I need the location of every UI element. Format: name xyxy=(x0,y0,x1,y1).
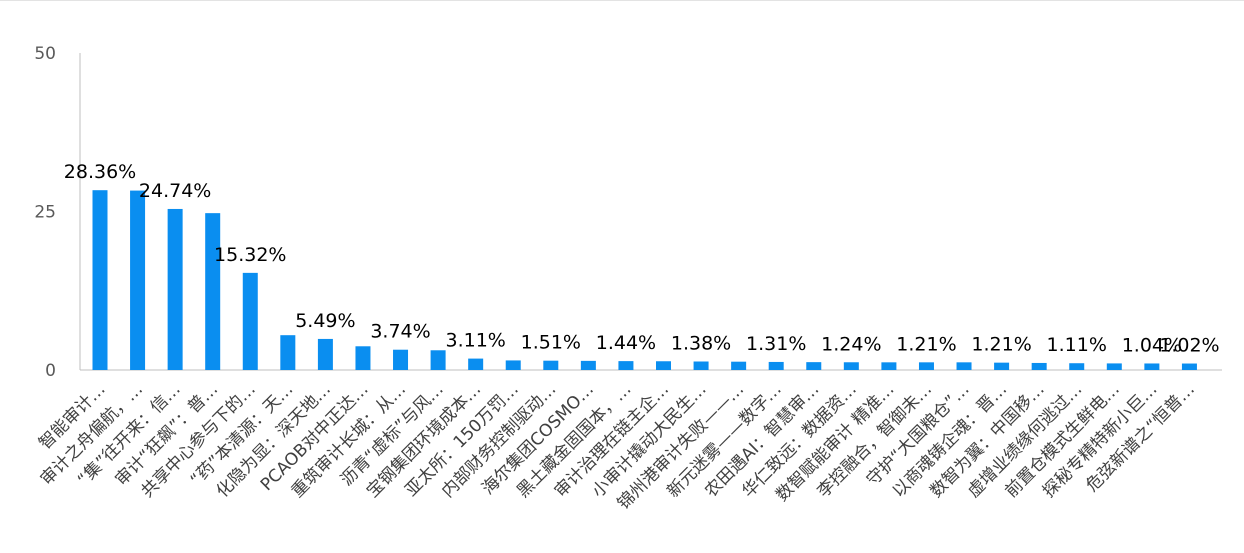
bar xyxy=(317,338,333,370)
data-label: 1.24% xyxy=(821,333,881,355)
y-tick-label: 25 xyxy=(34,203,56,223)
bar xyxy=(956,362,972,370)
bar xyxy=(580,360,596,370)
data-label: 1.38% xyxy=(671,333,731,355)
bar xyxy=(167,208,183,370)
x-tick-labels: 智能审计…审计之舟偏航，…“集”往开来：信…审计“狂飙”：普…共享中心参与下的…… xyxy=(35,379,1199,513)
bar xyxy=(994,362,1010,370)
bar xyxy=(768,361,784,370)
bar xyxy=(393,349,409,370)
bar xyxy=(1144,363,1160,370)
bar xyxy=(505,360,521,370)
data-label: 15.32% xyxy=(214,244,286,266)
y-tick-label: 0 xyxy=(45,361,56,381)
bar xyxy=(1069,363,1085,370)
data-label: 1.21% xyxy=(971,334,1031,356)
bar xyxy=(92,190,108,370)
bar xyxy=(693,361,709,370)
data-label: 24.74% xyxy=(139,180,211,202)
data-label: 3.74% xyxy=(370,321,430,343)
bar xyxy=(1181,363,1197,370)
bar xyxy=(242,272,258,370)
data-label: 5.49% xyxy=(295,310,355,332)
data-label: 1.11% xyxy=(1047,334,1107,356)
bar xyxy=(731,361,747,370)
bar xyxy=(881,362,897,370)
bar xyxy=(618,361,634,370)
y-tick-labels: 0 25 50 xyxy=(34,44,56,381)
data-label: 1.51% xyxy=(521,332,581,354)
data-label: 1.04% xyxy=(1122,334,1182,356)
data-label: 1.44% xyxy=(596,332,656,354)
bar xyxy=(543,360,559,370)
bar xyxy=(918,362,934,370)
data-label: 1.21% xyxy=(896,333,956,355)
data-labels: 28.36%24.74% 15.32% 5.49% 3.74% 3.11% 1.51% 1.… xyxy=(64,161,1220,356)
bar xyxy=(130,190,146,370)
data-label: 3.11% xyxy=(445,330,505,352)
bar xyxy=(355,346,371,370)
bar xyxy=(430,350,446,370)
data-label: 1.02% xyxy=(1159,335,1219,357)
bar xyxy=(1106,363,1122,370)
bar xyxy=(468,358,484,370)
data-label: 28.36% xyxy=(64,161,136,183)
bar xyxy=(1031,362,1047,370)
data-label: 1.31% xyxy=(746,333,806,355)
bar xyxy=(205,213,221,370)
bar-series xyxy=(92,190,1197,370)
bar xyxy=(806,362,822,370)
bar xyxy=(843,362,859,370)
y-tick-label: 50 xyxy=(34,44,56,64)
bar xyxy=(656,361,671,370)
bar xyxy=(280,335,296,370)
